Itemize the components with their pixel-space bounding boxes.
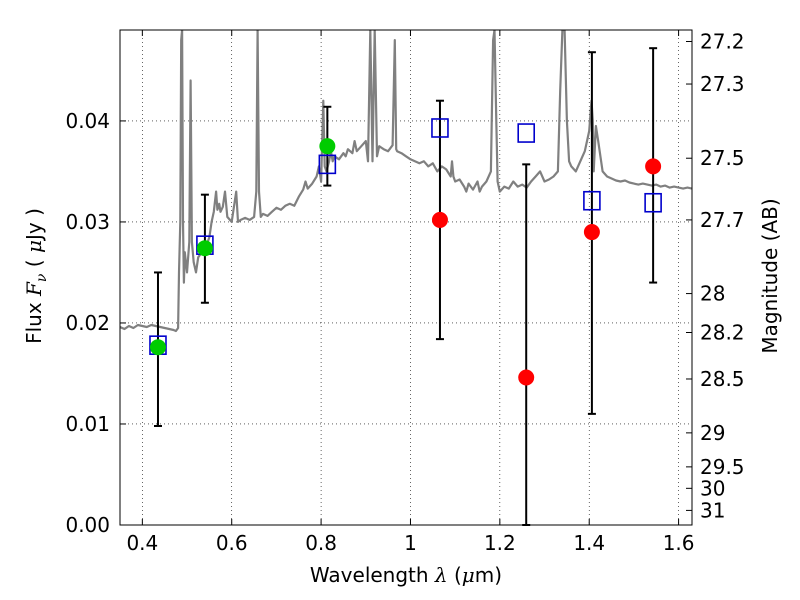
y-tick-label-0: 0.00 bbox=[65, 513, 110, 537]
x-tick-label-1: 0.6 bbox=[216, 531, 248, 555]
y-tick-label-1: 0.01 bbox=[65, 412, 110, 436]
x-label-unit-mu: μ bbox=[461, 563, 475, 587]
model-flux-square-2 bbox=[318, 154, 337, 175]
y-label-prefix: Flux bbox=[22, 295, 46, 344]
x-tick-label-3: 1 bbox=[404, 531, 417, 555]
y-label-unit-open: ( bbox=[22, 253, 46, 274]
y-tick-label-3: 0.03 bbox=[65, 210, 110, 234]
model-flux-square-5 bbox=[583, 190, 601, 211]
mag-tick-label-1: 27.3 bbox=[700, 72, 745, 96]
tick-layer: 0.4 0.6 0.8 1 1.2 1.4 1.6 0.00 0.01 0.02 0.03 0.04 2… bbox=[65, 29, 744, 555]
x-tick-label-6: 1.6 bbox=[663, 531, 695, 555]
x-label-unit-open: ( bbox=[447, 563, 462, 587]
x-tick-label-0: 0.4 bbox=[126, 531, 158, 555]
y-tick-label-4: 0.04 bbox=[65, 109, 110, 133]
mag-tick-label-0: 27.2 bbox=[700, 29, 745, 53]
mag-tick-label-8: 29.5 bbox=[700, 455, 745, 479]
errorbar-layer bbox=[153, 47, 658, 526]
model-flux-square-3 bbox=[431, 118, 449, 138]
mag-tick-label-4: 28 bbox=[700, 282, 725, 306]
mag-tick-label-2: 27.5 bbox=[700, 146, 745, 170]
x-tick-label-2: 0.8 bbox=[305, 531, 337, 555]
undetected-point-2 bbox=[583, 224, 600, 241]
y-axis-label: Flux Fν ( μJy ) bbox=[22, 208, 50, 344]
x-axis-label: Wavelength λ (μm) bbox=[310, 563, 502, 587]
plot-frame bbox=[119, 29, 693, 526]
marker-layer bbox=[149, 118, 662, 386]
mag-tick-label-3: 27.7 bbox=[700, 208, 745, 232]
x-tick-label-4: 1.2 bbox=[484, 531, 516, 555]
y-label-unit-rest: Jy ) bbox=[22, 208, 46, 241]
model-flux-square-6 bbox=[644, 192, 662, 213]
x-label-prefix: Wavelength bbox=[309, 563, 435, 587]
mag-tick-label-10: 31 bbox=[700, 498, 725, 522]
detected-point-0 bbox=[149, 339, 166, 356]
x-tick-label-5: 1.4 bbox=[573, 531, 605, 555]
detected-point-1 bbox=[196, 240, 213, 257]
undetected-point-1 bbox=[518, 369, 535, 386]
y-label-subscript: ν bbox=[34, 273, 50, 283]
mag-tick-label-9: 30 bbox=[700, 476, 725, 500]
detected-point-2 bbox=[319, 138, 336, 155]
right-axis-label: Magnitude (AB) bbox=[758, 198, 782, 354]
y-label-symbol: F bbox=[22, 282, 46, 296]
y-tick-label-2: 0.02 bbox=[65, 311, 110, 335]
mag-tick-label-5: 28.2 bbox=[700, 321, 745, 345]
undetected-point-3 bbox=[645, 158, 662, 175]
mag-tick-label-7: 29 bbox=[700, 421, 725, 445]
undetected-point-0 bbox=[431, 211, 448, 228]
mag-tick-label-6: 28.5 bbox=[700, 367, 745, 391]
model-flux-square-4 bbox=[517, 123, 536, 143]
x-label-unit-rest: m) bbox=[474, 563, 503, 587]
y-label-unit-mu: μ bbox=[22, 240, 46, 254]
x-label-symbol: λ bbox=[434, 563, 448, 587]
